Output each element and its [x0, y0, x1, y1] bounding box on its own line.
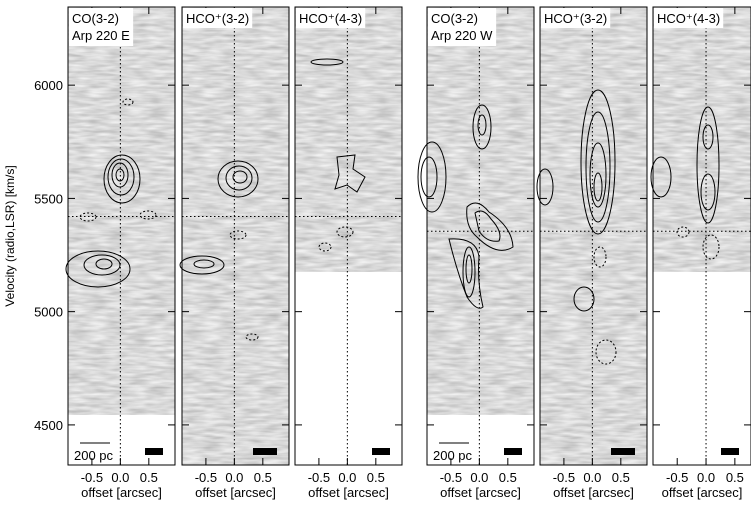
y-tick-label: 5500 — [34, 191, 63, 206]
y-tick-label: 5000 — [34, 305, 63, 320]
x-tick-label: 0.0 — [470, 470, 488, 485]
x-tick-label: 0.0 — [111, 470, 129, 485]
panel-title: CO(3-2) — [72, 11, 119, 26]
x-tick-label: -0.5 — [81, 470, 103, 485]
intensity-image — [182, 7, 289, 465]
page: Velocity (radio,LSR) [km/s] 4500 5000 5500… — [0, 0, 751, 513]
x-tick-label: 0.5 — [367, 470, 385, 485]
title-box: HCO⁺(3-2) — [183, 8, 252, 28]
x-tick-label: 0.5 — [499, 470, 517, 485]
x-tick-label: -0.5 — [666, 470, 688, 485]
x-axis-label: offset [arcsec] — [81, 485, 162, 500]
y-tick-label: 6000 — [34, 78, 63, 93]
x-axis-label: offset [arcsec] — [662, 485, 743, 500]
beam — [145, 448, 163, 455]
intensity-image — [295, 7, 402, 272]
x-tick-label: 0.0 — [583, 470, 601, 485]
x-tick-label: 0.5 — [726, 470, 744, 485]
beam — [504, 448, 522, 455]
panel-title: HCO⁺(3-2) — [186, 11, 249, 26]
panel-title: HCO⁺(3-2) — [544, 11, 607, 26]
title-box: HCO⁺(3-2) — [541, 8, 610, 28]
x-tick-label: 0.5 — [140, 470, 158, 485]
title-box: HCO⁺(4-3) — [296, 8, 365, 28]
x-tick-label: -0.5 — [195, 470, 217, 485]
panel-title: CO(3-2) — [431, 11, 478, 26]
intensity-image — [68, 7, 175, 415]
beam — [721, 448, 739, 455]
intensity-image — [653, 7, 751, 272]
x-tick-label: 0.0 — [338, 470, 356, 485]
panel-title: HCO⁺(4-3) — [657, 11, 720, 26]
title-box: CO(3-2) Arp 220 W — [428, 8, 496, 46]
title-box: CO(3-2) Arp 220 E — [69, 8, 133, 46]
y-tick-label: 4500 — [34, 418, 63, 433]
x-tick-label: 0.5 — [254, 470, 272, 485]
beam — [372, 448, 390, 455]
beam — [253, 448, 277, 455]
x-axis-label: offset [arcsec] — [308, 485, 389, 500]
scale-bar-label: 200 pc — [74, 448, 114, 463]
y-axis-label: Velocity (radio,LSR) [km/s] — [3, 165, 17, 306]
x-axis-label: offset [arcsec] — [553, 485, 634, 500]
x-tick-label: 0.0 — [225, 470, 243, 485]
scale-bar-label: 200 pc — [433, 448, 473, 463]
x-tick-label: 0.5 — [612, 470, 630, 485]
title-box: HCO⁺(4-3) — [654, 8, 723, 28]
x-tick-label: -0.5 — [440, 470, 462, 485]
beam — [611, 448, 635, 455]
x-axis-label: offset [arcsec] — [195, 485, 276, 500]
x-tick-label: -0.5 — [308, 470, 330, 485]
x-tick-label: -0.5 — [553, 470, 575, 485]
panel-subtitle: Arp 220 E — [72, 28, 130, 43]
intensity-image — [540, 7, 647, 465]
panel-subtitle: Arp 220 W — [431, 28, 493, 43]
x-axis-label: offset [arcsec] — [440, 485, 521, 500]
figure: Velocity (radio,LSR) [km/s] 4500 5000 5500… — [0, 0, 751, 513]
x-tick-label: 0.0 — [697, 470, 715, 485]
panel-title: HCO⁺(4-3) — [299, 11, 362, 26]
